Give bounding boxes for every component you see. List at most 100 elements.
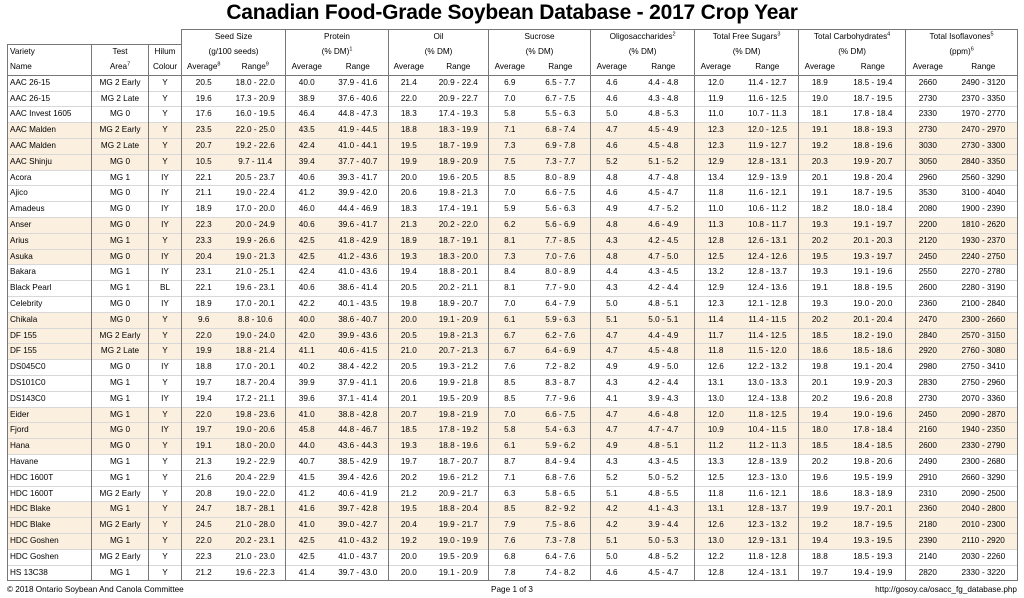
table-row: Amadeus MG 0 IY 18.9 17.0 - 20.0 46.0 44.4 - 4… — [7, 201, 1019, 218]
isoflavones-range-cell: 2470 - 2970 — [949, 122, 1019, 139]
variety-cell: Celebrity — [7, 296, 92, 313]
sucrose-average-cell: 7.8 — [488, 565, 531, 582]
isoflavones-range-cell: 2030 - 2260 — [949, 549, 1019, 566]
sucrose-range-cell: 8.4 - 9.4 — [545, 457, 576, 467]
carbohydrates-average-cell: 18.2 — [798, 201, 841, 218]
protein-average-cell: 40.0 — [285, 312, 328, 329]
oligosaccharides-range-cell: 3.9 - 4.4 — [632, 517, 695, 534]
protein-average-cell: 45.8 — [285, 422, 328, 439]
oil-range-cell: 19.1 - 20.9 — [428, 565, 489, 582]
isoflavones-average-cell: 2160 — [905, 422, 950, 439]
sucrose-range-cell: 7.5 - 8.6 — [530, 517, 591, 534]
protein-average-cell: 38.9 — [285, 91, 328, 107]
carbohydrates-range-cell: 18.3 - 18.9 — [853, 488, 893, 498]
variety-cell: Anser — [7, 217, 92, 234]
hilum-colour-cell: IY — [148, 201, 182, 218]
seed-size-average-cell: 9.6 — [181, 312, 226, 329]
protein-range-cell: 39.9 - 43.6 — [327, 328, 389, 344]
table-row: HDC Blake MG 1 Y 24.7 18.7 - 28.1 41.6 39.7 - … — [7, 501, 1019, 518]
header-row-subcolumns: Name Area7 Colour Average8 Range9 Average R… — [7, 60, 1019, 76]
free-sugars-range-cell: 11.9 - 12.7 — [736, 138, 799, 155]
sucrose-range-cell: 7.7 - 8.5 — [530, 233, 591, 250]
isoflavones-average-cell: 2450 — [905, 407, 950, 423]
oligosaccharides-range-cell: 4.3 - 4.8 — [648, 93, 679, 103]
seed-size-average-cell: 18.9 — [181, 201, 226, 218]
variety-cell: Arius — [7, 233, 92, 250]
free-sugars-average-cell: 11.9 — [694, 91, 737, 107]
free-sugars-range-cell: 11.6 - 12.5 — [748, 93, 787, 103]
oligosaccharides-average-cell: 4.7 — [590, 343, 633, 360]
isoflavones-range-cell: 2730 - 3300 — [949, 138, 1019, 155]
free-sugars-range-cell: 12.1 - 12.8 — [747, 299, 787, 309]
average-header: Average — [488, 60, 531, 76]
isoflavones-range-cell: 2490 - 3120 — [949, 75, 1019, 92]
table-row: Chikala MG 0 Y 9.6 8.8 - 10.6 40.0 38.6 - 40.7… — [7, 312, 1019, 329]
oil-range-cell: 19.5 - 20.9 — [438, 551, 478, 561]
sucrose-average-cell: 6.1 — [488, 438, 531, 455]
seed-size-range-cell: 19.0 - 24.0 — [225, 328, 286, 344]
free-sugars-range-cell: 11.5 - 12.0 — [736, 343, 799, 360]
carbohydrates-range-cell: 19.5 - 19.9 — [853, 472, 893, 482]
sucrose-average-cell: 6.2 — [488, 217, 531, 234]
test-area-cell: MG 2 Early — [91, 549, 149, 566]
seed-size-average-cell: 22.0 — [181, 328, 226, 344]
oil-range-cell: 19.9 - 21.8 — [438, 378, 478, 388]
seed-size-range-cell: 17.0 - 20.1 — [235, 362, 275, 372]
test-area-cell: MG 1 — [91, 391, 149, 408]
oil-range-cell: 19.8 - 21.3 — [428, 328, 489, 344]
sucrose-range-cell: 5.6 - 6.3 — [545, 204, 576, 214]
table-row: DS143C0 MG 1 IY 19.4 17.2 - 21.1 39.6 37.1 - 4… — [7, 391, 1019, 408]
sucrose-average-cell: 6.9 — [488, 75, 531, 92]
protein-average-cell: 41.4 — [285, 565, 328, 582]
oligosaccharides-average-cell: 5.0 — [590, 549, 633, 566]
oil-average-cell: 18.3 — [388, 106, 429, 123]
oil-range-cell: 20.2 - 21.1 — [438, 283, 478, 293]
average-header: Average — [590, 60, 633, 76]
seed-size-range-cell: 18.7 - 28.1 — [225, 501, 286, 518]
carbohydrates-range-cell: 19.8 - 20.6 — [853, 457, 893, 467]
seed-size-range-cell: 17.2 - 21.1 — [235, 393, 275, 403]
protein-range-cell: 37.6 - 40.6 — [338, 93, 378, 103]
isoflavones-range-cell: 2100 - 2840 — [949, 296, 1019, 313]
carbohydrates-average-cell: 19.6 — [798, 470, 841, 487]
variety-cell: AAC Malden — [7, 138, 92, 155]
free-sugars-range-cell: 12.3 - 13.2 — [736, 517, 799, 534]
variety-cell: Fjord — [7, 422, 92, 439]
sucrose-range-cell: 7.0 - 7.6 — [530, 249, 591, 265]
isoflavones-range-cell: 2300 - 2660 — [949, 312, 1019, 329]
protein-range-cell: 38.6 - 41.4 — [338, 283, 378, 293]
seed-size-average-cell: 18.9 — [181, 296, 226, 313]
isoflavones-range-cell: 2090 - 2500 — [949, 486, 1019, 502]
isoflavones-average-cell: 3030 — [905, 138, 950, 155]
variety-header-name: Name — [7, 60, 92, 76]
protein-range-cell: 37.9 - 41.1 — [338, 378, 378, 388]
table-row: HDC 1600T MG 2 Early Y 20.8 19.0 - 22.0 41.2 4… — [7, 486, 1019, 502]
oil-average-cell: 20.0 — [388, 565, 429, 582]
sucrose-average-cell: 6.8 — [488, 549, 531, 566]
carbohydrates-range-cell: 20.1 - 20.4 — [840, 312, 906, 329]
sucrose-average-cell: 7.3 — [488, 138, 531, 155]
group-header: Seed Size — [180, 28, 286, 45]
sucrose-average-cell: 5.8 — [488, 106, 531, 123]
variety-cell: AAC Shinju — [7, 154, 92, 171]
oligosaccharides-range-cell: 4.8 - 5.2 — [648, 551, 679, 561]
isoflavones-range-cell: 3100 - 4040 — [949, 185, 1019, 202]
hilum-colour-cell: Y — [148, 565, 182, 582]
free-sugars-range-cell: 11.4 - 12.5 — [736, 328, 799, 344]
soybean-database-table: Seed Size Protein Oil Sucrose Oligosacch… — [7, 28, 1019, 582]
carbohydrates-range-cell: 18.4 - 18.5 — [840, 438, 906, 455]
seed-size-average-cell: 21.6 — [181, 470, 226, 487]
isoflavones-average-cell: 3530 — [905, 185, 950, 202]
protein-range-cell: 41.0 - 43.6 — [338, 267, 378, 277]
hilum-colour-cell: Y — [148, 549, 182, 566]
oil-range-cell: 20.2 - 22.0 — [428, 217, 489, 234]
sucrose-average-cell: 8.4 — [488, 264, 531, 281]
protein-range-cell: 38.4 - 42.2 — [338, 362, 378, 372]
seed-size-average-cell: 23.1 — [181, 264, 226, 281]
footer-copyright: © 2018 Ontario Soybean And Canola Commit… — [7, 585, 184, 594]
table-row: AAC 26-15 MG 2 Late Y 19.6 17.3 - 20.9 38.9 37… — [7, 91, 1019, 107]
isoflavones-average-cell: 2830 — [905, 375, 950, 392]
oligosaccharides-average-cell: 4.3 — [590, 280, 633, 297]
free-sugars-range-cell: 10.4 - 11.5 — [736, 422, 799, 439]
protein-range-cell: 39.3 - 41.7 — [338, 172, 378, 182]
